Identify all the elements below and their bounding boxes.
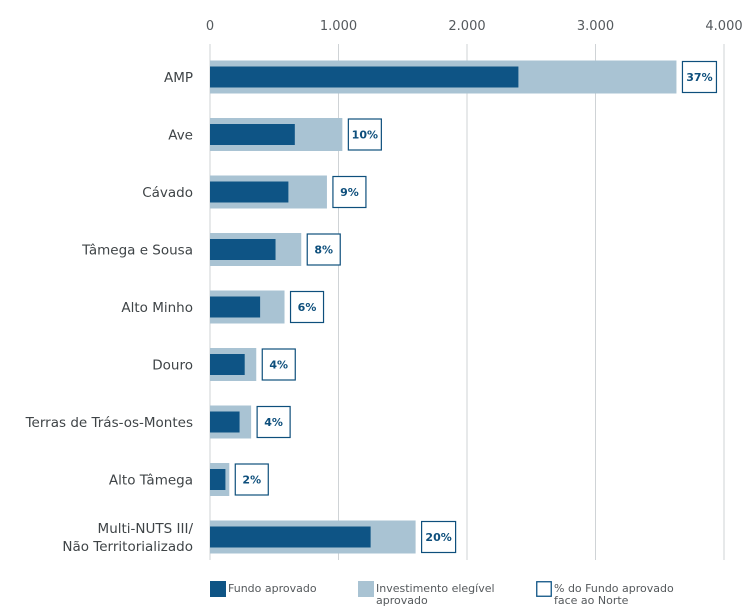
share-label: 37% — [686, 71, 712, 84]
x-tick-label: 4.000 — [705, 19, 742, 34]
category-label: Terras de Trás-os-Montes — [25, 415, 193, 431]
share-box — [256, 405, 291, 439]
share-label: 8% — [314, 244, 333, 257]
share-box — [261, 348, 296, 381]
bar-fundo — [210, 66, 519, 88]
bar-fundo — [210, 296, 261, 318]
share-box — [289, 290, 325, 324]
legend-label: Fundo aprovado — [228, 582, 317, 595]
category-label: Multi-NUTS III/ — [98, 521, 194, 537]
category-label: Alto Tâmega — [109, 473, 193, 489]
category-label: Ave — [168, 128, 193, 144]
share-label: 4% — [264, 416, 283, 429]
bar-fundo — [210, 526, 371, 548]
share-box — [347, 118, 382, 151]
legend-swatch — [358, 581, 374, 597]
category-label: Alto Minho — [121, 300, 193, 316]
x-tick-label: 2.000 — [448, 19, 485, 34]
share-box — [421, 520, 457, 554]
bar-fundo — [210, 411, 240, 433]
share-label: 6% — [298, 301, 317, 314]
legend-label: % do Fundo aprovado — [554, 582, 674, 595]
category-label: Cávado — [142, 185, 193, 201]
x-tick-label: 1.000 — [320, 19, 357, 34]
category-label: Não Territorializado — [62, 539, 193, 555]
x-tick-label: 0 — [206, 19, 214, 34]
bar-fundo — [210, 354, 245, 375]
share-label: 4% — [269, 359, 288, 372]
bar-fundo — [210, 124, 295, 145]
bar-fundo — [210, 181, 289, 203]
share-label: 2% — [242, 474, 261, 487]
legend-label: face ao Norte — [554, 594, 629, 607]
legend-label: Investimento elegível — [376, 582, 495, 595]
legend-swatch — [210, 581, 226, 597]
share-label: 9% — [340, 186, 359, 199]
legend-swatch-outline — [536, 581, 552, 597]
category-label: Douro — [152, 358, 193, 374]
bar-fundo — [210, 469, 226, 490]
share-box — [234, 463, 269, 496]
category-label: AMP — [164, 70, 193, 86]
bar-fundo — [210, 239, 276, 260]
share-label: 10% — [352, 129, 378, 142]
share-box — [681, 60, 718, 94]
x-tick-label: 3.000 — [577, 19, 614, 34]
category-label: Tâmega e Sousa — [81, 243, 193, 259]
share-box — [306, 233, 341, 266]
share-label: 20% — [425, 531, 451, 544]
legend-label: aprovado — [376, 594, 428, 607]
share-box — [332, 175, 367, 209]
